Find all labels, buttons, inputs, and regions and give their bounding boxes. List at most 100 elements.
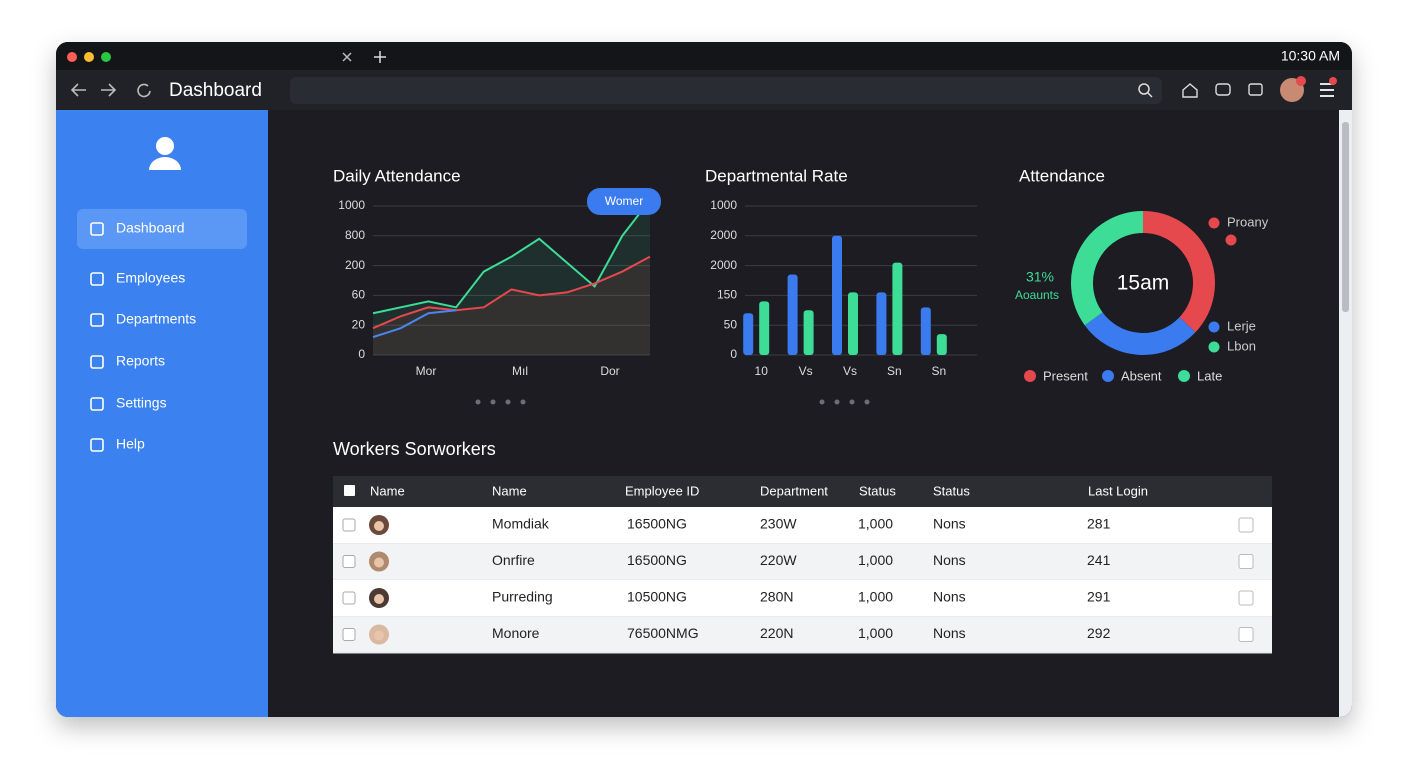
nav-item[interactable]: Dashboard (116, 220, 185, 236)
avatar-face (374, 594, 384, 604)
x-tick-label: Dor (600, 364, 619, 378)
ring-label: Lerje (1227, 318, 1256, 333)
legend-label: Present (1043, 368, 1088, 383)
x-tick-label: Sn (887, 364, 902, 378)
y-tick-label: 2000 (710, 258, 737, 272)
maximize-dot[interactable] (101, 52, 111, 62)
nav-item[interactable]: Employees (116, 270, 185, 286)
label-dot (1225, 234, 1237, 246)
forward[interactable] (101, 83, 117, 97)
table-header (333, 476, 1272, 507)
table-cell: 16500NG (627, 516, 687, 532)
ring-label: Proany (1227, 214, 1269, 229)
row-select[interactable] (1238, 590, 1254, 606)
page-dot[interactable] (520, 399, 526, 405)
y-tick-label: 50 (724, 317, 738, 331)
user-icon (156, 137, 174, 155)
table-cell: 1,000 (858, 516, 893, 532)
x-tick-label: Vs (799, 364, 813, 378)
back[interactable] (70, 83, 86, 97)
column-header: Name (370, 483, 405, 498)
row-select[interactable] (1238, 517, 1254, 533)
page-dot[interactable] (849, 399, 855, 405)
y-tick-label: 2000 (710, 228, 737, 242)
table-cell: Purreding (492, 589, 553, 605)
y-tick-label: 60 (352, 288, 366, 302)
page-dot[interactable] (819, 399, 825, 405)
legend-label: Late (1197, 368, 1222, 383)
y-tick-label: 0 (730, 347, 737, 361)
table-cell: 280N (760, 589, 793, 605)
series-line (372, 255, 651, 330)
share-icon[interactable] (1248, 83, 1263, 96)
header-checkbox[interactable] (344, 485, 355, 496)
window-content: 10:30 AM Dashboard Dashboard Employees Dep… (56, 42, 1352, 717)
bar (787, 274, 798, 355)
table-cell: 1,000 (858, 552, 893, 568)
tab-close[interactable] (342, 52, 352, 62)
table-cell: 1,000 (858, 589, 893, 605)
address-bar[interactable] (290, 77, 1162, 104)
page-dot[interactable] (864, 399, 870, 405)
donut-center: 15am (1117, 272, 1170, 295)
nav-active (77, 209, 247, 249)
donut-segment (1142, 211, 1215, 333)
x-tick-label: Sn (931, 364, 946, 378)
nav-icon (90, 313, 104, 327)
nav-item[interactable]: Help (116, 436, 145, 452)
tab-bar (56, 42, 1352, 70)
label-dot (1208, 321, 1220, 333)
bar (743, 313, 754, 355)
close-dot[interactable] (67, 52, 77, 62)
row-select[interactable] (1238, 554, 1254, 569)
row-checkbox[interactable] (342, 555, 356, 568)
table-cell: Onrfire (492, 552, 535, 568)
minimize-dot[interactable] (84, 52, 94, 62)
legend-dot (1102, 370, 1114, 382)
page-dot[interactable] (505, 399, 511, 405)
nav-item[interactable]: Reports (116, 353, 165, 369)
table-cell: Nons (933, 589, 966, 605)
column-header: Department (760, 483, 828, 498)
label-dot (1208, 341, 1220, 353)
row-select[interactable] (1238, 627, 1254, 642)
table-row (333, 580, 1272, 617)
x-tick-label: 10 (755, 364, 769, 378)
page-title: Dashboard (169, 80, 262, 101)
donut-segment (1071, 211, 1144, 326)
nav-item[interactable]: Departments (116, 311, 196, 327)
x-tick-label: Mıl (512, 364, 528, 378)
table-cell: 10500NG (627, 589, 687, 605)
label-dot (1208, 217, 1220, 229)
chart-title: Attendance (1019, 166, 1105, 185)
tooltip-text: Womer (605, 194, 643, 208)
sidebar (56, 110, 268, 717)
side-label: Aoaunts (1015, 288, 1059, 302)
bar (892, 262, 903, 355)
shield-icon[interactable] (1215, 83, 1231, 96)
table-row (333, 543, 1272, 580)
page-dot[interactable] (475, 399, 481, 405)
reload[interactable] (137, 83, 151, 98)
column-header: Status (933, 483, 970, 498)
row-checkbox[interactable] (342, 518, 356, 532)
row-checkbox[interactable] (342, 591, 356, 605)
row-checkbox[interactable] (342, 628, 356, 641)
chart-title: Departmental Rate (705, 166, 848, 185)
search-icon[interactable] (1138, 83, 1150, 95)
nav-icon (90, 355, 104, 369)
bar (920, 307, 931, 355)
y-tick-label: 200 (345, 258, 365, 272)
nav-item[interactable]: Settings (116, 395, 167, 411)
tooltip (587, 188, 661, 215)
table-cell: Nons (933, 552, 966, 568)
page-dot[interactable] (490, 399, 496, 405)
new-tab[interactable] (374, 51, 386, 63)
table-cell: Momdiak (492, 516, 550, 532)
y-tick-label: 150 (717, 288, 737, 302)
home-icon[interactable] (1182, 83, 1198, 98)
series-area (373, 256, 650, 355)
avatar-face (374, 630, 384, 641)
page-dot[interactable] (834, 399, 840, 405)
